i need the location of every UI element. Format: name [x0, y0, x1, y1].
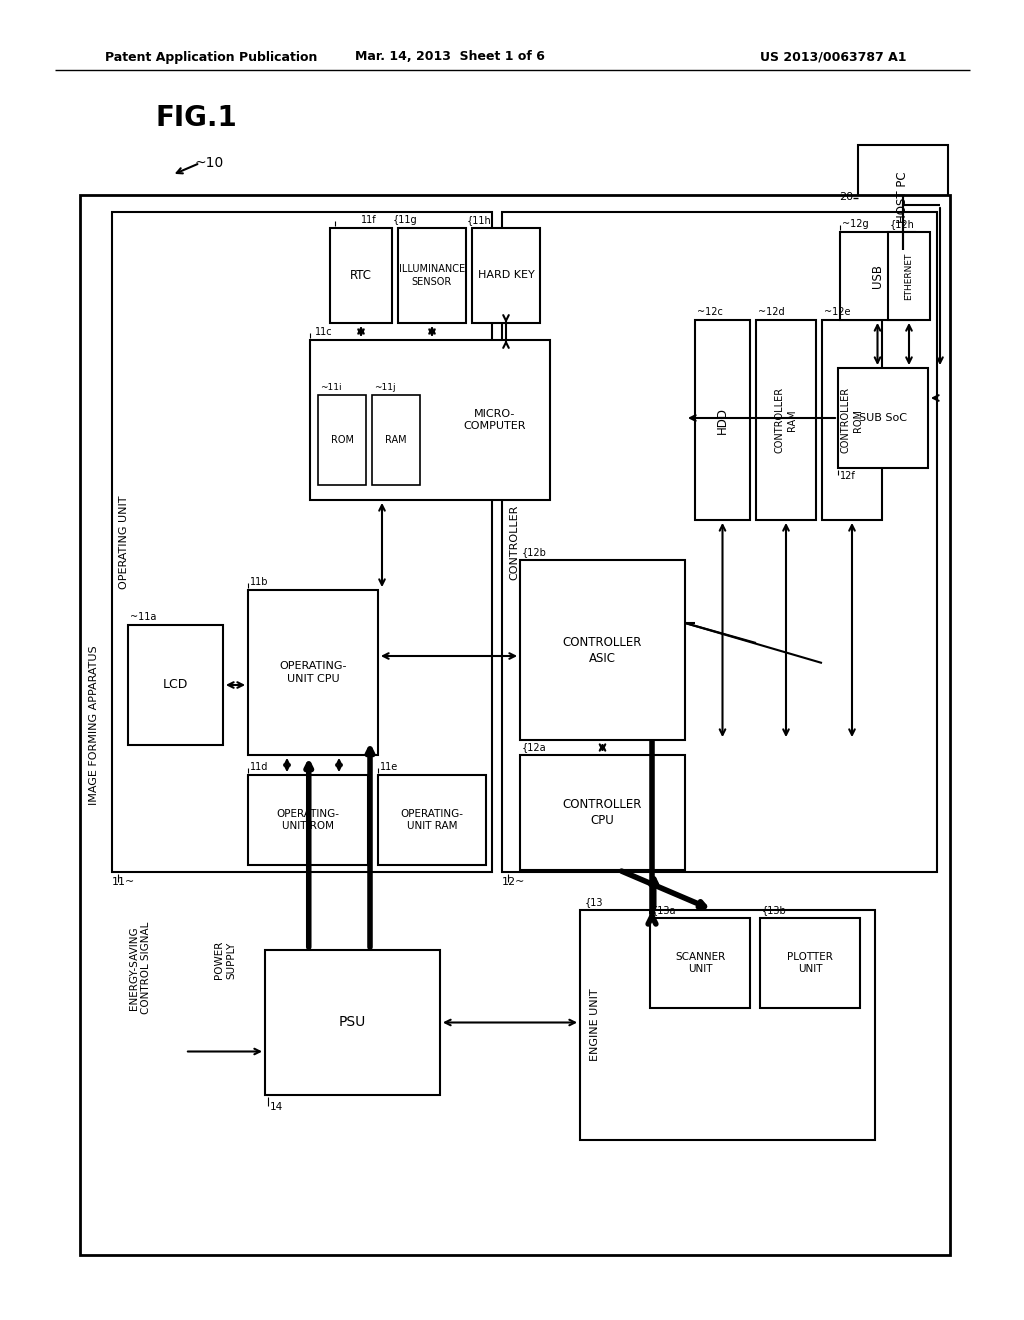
Bar — [888, 232, 930, 319]
Text: CONTROLLER
ASIC: CONTROLLER ASIC — [563, 635, 642, 664]
Text: POWER
SUPPLY: POWER SUPPLY — [214, 941, 237, 979]
Text: Patent Application Publication: Patent Application Publication — [105, 50, 317, 63]
Text: OPERATING-
UNIT CPU: OPERATING- UNIT CPU — [280, 661, 347, 684]
Text: 12f: 12f — [840, 471, 856, 480]
Text: 11~: 11~ — [112, 876, 135, 887]
Text: 11d: 11d — [250, 762, 268, 772]
Bar — [858, 145, 948, 249]
Text: 11c: 11c — [315, 327, 333, 337]
Text: OPERATING UNIT: OPERATING UNIT — [119, 495, 129, 589]
Bar — [760, 917, 860, 1008]
Text: 11f: 11f — [361, 215, 377, 224]
Text: USB: USB — [871, 264, 884, 288]
Bar — [822, 319, 882, 520]
Text: OPERATING-
UNIT RAM: OPERATING- UNIT RAM — [400, 809, 464, 832]
Bar — [502, 213, 937, 873]
Text: ~11j: ~11j — [374, 383, 395, 392]
Text: CONTROLLER: CONTROLLER — [509, 504, 519, 579]
Text: RAM: RAM — [385, 436, 407, 445]
Bar — [112, 213, 492, 873]
Text: ~11i: ~11i — [319, 383, 342, 392]
Text: PLOTTER
UNIT: PLOTTER UNIT — [787, 952, 833, 974]
Text: CONTROLLER
RAM: CONTROLLER RAM — [775, 387, 798, 453]
Text: HOST PC: HOST PC — [896, 172, 909, 223]
Text: ~12c: ~12c — [697, 308, 723, 317]
Text: 11e: 11e — [380, 762, 398, 772]
Text: OPERATING-
UNIT ROM: OPERATING- UNIT ROM — [276, 809, 340, 832]
Text: {12a: {12a — [522, 742, 547, 752]
Text: {11g: {11g — [393, 215, 418, 224]
Bar — [128, 624, 223, 744]
Text: SUB SoC: SUB SoC — [859, 413, 907, 422]
Text: 11b: 11b — [250, 577, 268, 587]
Text: ILLUMINANCE
SENSOR: ILLUMINANCE SENSOR — [399, 264, 465, 286]
Text: LCD: LCD — [163, 678, 188, 692]
Text: Mar. 14, 2013  Sheet 1 of 6: Mar. 14, 2013 Sheet 1 of 6 — [355, 50, 545, 63]
Text: ROM: ROM — [331, 436, 353, 445]
Bar — [318, 395, 366, 484]
Text: 14: 14 — [270, 1102, 284, 1111]
Text: ENGINE UNIT: ENGINE UNIT — [590, 989, 600, 1061]
Text: {12h: {12h — [890, 219, 914, 228]
Bar — [838, 368, 928, 469]
Bar — [520, 755, 685, 870]
Text: 12~: 12~ — [502, 876, 525, 887]
Text: MICRO-
COMPUTER: MICRO- COMPUTER — [464, 409, 526, 432]
Text: ~12d: ~12d — [758, 308, 784, 317]
Bar — [378, 775, 486, 865]
Text: 20: 20 — [839, 193, 853, 202]
Bar — [756, 319, 816, 520]
Text: SCANNER
UNIT: SCANNER UNIT — [675, 952, 725, 974]
Text: ETHERNET: ETHERNET — [904, 252, 913, 300]
Bar — [248, 775, 368, 865]
Text: CONTROLLER
CPU: CONTROLLER CPU — [563, 799, 642, 828]
Text: RTC: RTC — [350, 269, 372, 282]
Text: HDD: HDD — [716, 407, 729, 433]
Bar — [580, 909, 874, 1140]
Bar — [330, 228, 392, 323]
Text: ~11a: ~11a — [130, 612, 157, 622]
Text: {11h: {11h — [467, 215, 492, 224]
Text: ~12g: ~12g — [842, 219, 868, 228]
Text: ~10: ~10 — [195, 156, 224, 170]
Bar — [398, 228, 466, 323]
Text: FIG.1: FIG.1 — [155, 104, 237, 132]
Text: {13a: {13a — [652, 906, 677, 915]
Text: PSU: PSU — [339, 1015, 367, 1030]
Bar — [472, 228, 540, 323]
Text: IMAGE FORMING APPARATUS: IMAGE FORMING APPARATUS — [89, 645, 99, 805]
Text: ENERGY-SAVING
CONTROL SIGNAL: ENERGY-SAVING CONTROL SIGNAL — [129, 921, 152, 1014]
Bar — [650, 917, 750, 1008]
Text: {13: {13 — [585, 898, 603, 907]
Bar — [372, 395, 420, 484]
Text: HARD KEY: HARD KEY — [477, 271, 535, 281]
Text: ~12e: ~12e — [824, 308, 851, 317]
Bar — [840, 232, 915, 319]
Bar — [695, 319, 750, 520]
Text: CONTROLLER
ROM: CONTROLLER ROM — [841, 387, 863, 453]
Text: {12b: {12b — [522, 546, 547, 557]
Bar — [80, 195, 950, 1255]
Bar — [520, 560, 685, 741]
Bar — [310, 341, 550, 500]
Text: US 2013/0063787 A1: US 2013/0063787 A1 — [760, 50, 906, 63]
Bar — [248, 590, 378, 755]
Bar — [265, 950, 440, 1096]
Text: {13b: {13b — [762, 906, 786, 915]
